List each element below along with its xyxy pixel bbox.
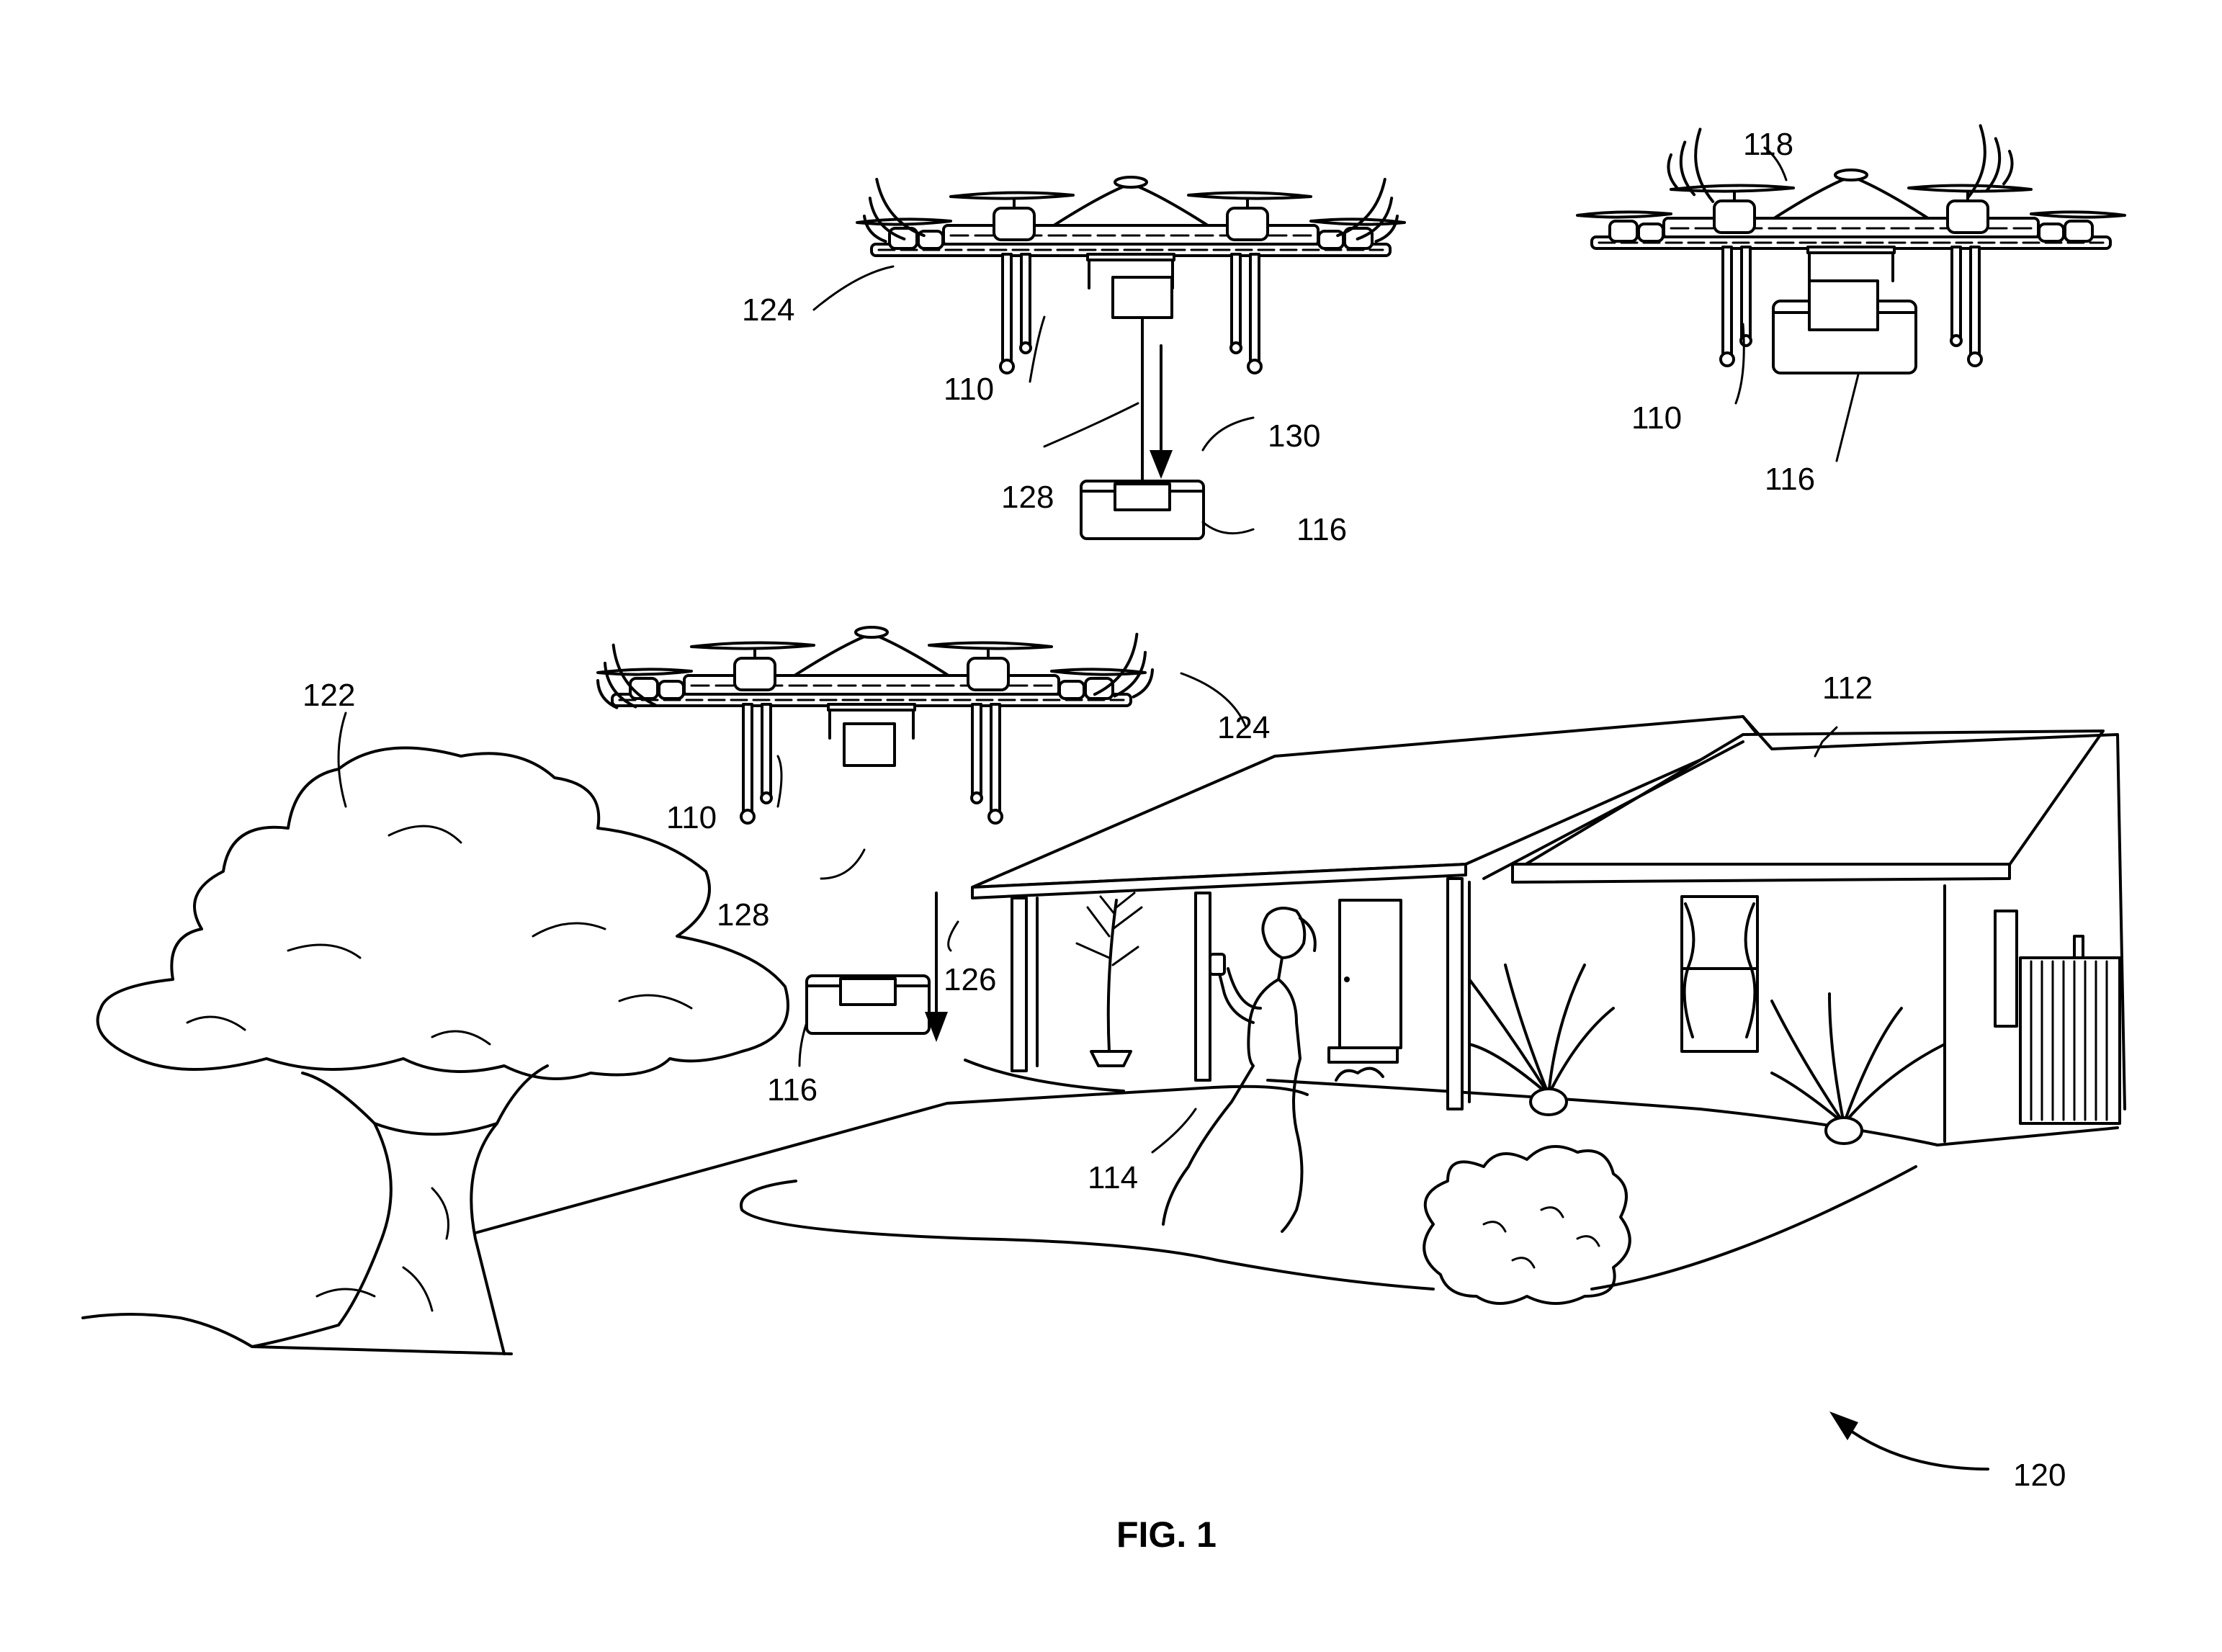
- ref-124-top: 124: [742, 292, 794, 328]
- tree: [83, 748, 788, 1354]
- ref-114: 114: [1088, 1160, 1138, 1195]
- drone-carrying: [1577, 125, 2125, 373]
- ref-130: 130: [1268, 418, 1320, 454]
- ref-116-mid: 116: [767, 1072, 817, 1108]
- ref-126: 126: [944, 962, 996, 997]
- ref-128-top: 128: [1001, 480, 1054, 515]
- ref-112: 112: [1822, 670, 1873, 706]
- figure-caption: FIG. 1: [1116, 1514, 1217, 1555]
- shrub: [1424, 1146, 1630, 1303]
- ref-110-top: 110: [944, 372, 994, 407]
- palm-bush-left: [1469, 965, 1613, 1115]
- drone-hovering: [582, 627, 1168, 823]
- ref-110-right: 110: [1631, 400, 1682, 436]
- house: [972, 717, 2125, 1141]
- ref-124-mid: 124: [1217, 710, 1270, 745]
- potted-plant: [1077, 893, 1142, 1066]
- ref-128-mid: 128: [717, 897, 769, 933]
- ref-110-mid: 110: [666, 800, 717, 835]
- ref-118: 118: [1743, 127, 1793, 162]
- ref-116-top: 116: [1296, 512, 1347, 547]
- person: [1163, 908, 1315, 1231]
- ref-116-right: 116: [1765, 462, 1815, 497]
- drone-lowering: [848, 177, 1415, 539]
- released-package: [807, 893, 948, 1042]
- ref-122: 122: [303, 678, 355, 713]
- ref-120: 120: [2013, 1458, 2066, 1493]
